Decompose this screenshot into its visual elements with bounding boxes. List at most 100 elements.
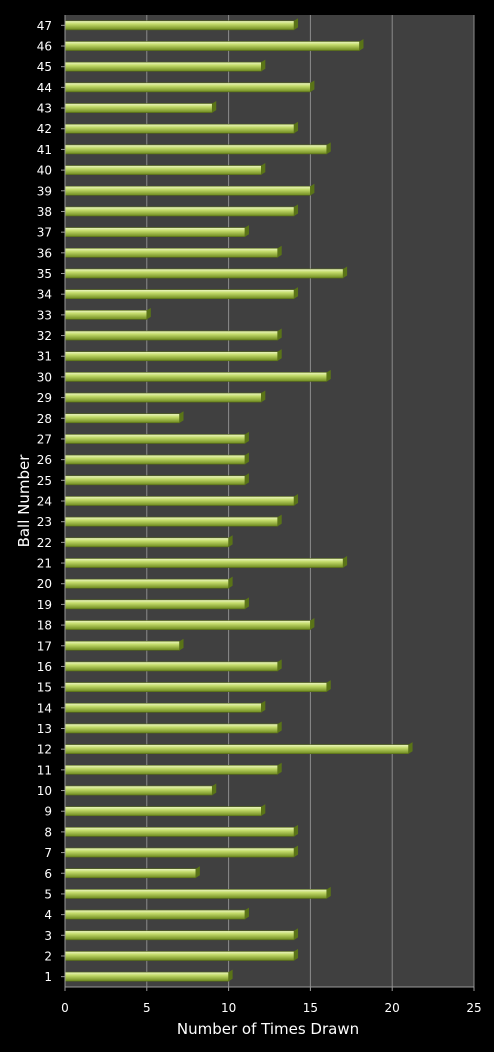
x-tick-label-0: 0 <box>61 1001 69 1015</box>
bar-ball-23 <box>64 516 278 527</box>
y-tick-label-30: 30 <box>37 370 52 384</box>
bar-cap-ball-6 <box>195 866 200 878</box>
bar-cap-ball-45 <box>261 59 266 72</box>
bar-ball-13 <box>64 723 278 734</box>
bar-ball-26 <box>64 454 246 465</box>
y-tick-label-25: 25 <box>37 474 52 488</box>
bar-cap-ball-28 <box>179 411 184 423</box>
y-tick-label-6: 6 <box>44 867 52 881</box>
bar-ball-7 <box>64 847 295 858</box>
x-tick-label-10: 10 <box>221 1001 236 1015</box>
bar-cap-ball-10 <box>212 783 217 796</box>
y-tick-labels: 1234567891011121314151617181920212223242… <box>37 19 65 984</box>
bar-ball-25 <box>64 475 246 486</box>
bar-cap-ball-5 <box>326 886 331 899</box>
y-tick-label-40: 40 <box>37 164 52 178</box>
bar-ball-35 <box>64 268 344 279</box>
bar-ball-31 <box>64 351 278 362</box>
bar-ball-29 <box>64 392 262 403</box>
y-tick-label-1: 1 <box>44 970 52 984</box>
bar-cap-ball-24 <box>294 493 299 506</box>
y-axis-title: Ball Number <box>15 454 33 548</box>
bar-ball-34 <box>64 289 295 300</box>
bar-ball-33 <box>64 310 148 320</box>
y-tick-label-22: 22 <box>37 536 52 550</box>
bar-ball-18 <box>64 620 311 630</box>
bar-ball-8 <box>64 827 295 837</box>
x-tick-label-15: 15 <box>303 1001 318 1015</box>
x-tick-label-25: 25 <box>466 1001 481 1015</box>
bar-cap-ball-42 <box>294 121 299 134</box>
y-tick-label-7: 7 <box>44 846 52 860</box>
y-tick-label-3: 3 <box>44 929 52 943</box>
y-tick-label-47: 47 <box>37 19 52 33</box>
bar-cap-ball-41 <box>326 142 331 154</box>
bar-cap-ball-3 <box>294 928 299 940</box>
y-tick-label-13: 13 <box>37 722 52 736</box>
bar-ball-21 <box>64 558 344 568</box>
bar-ball-43 <box>64 103 213 113</box>
bar-cap-ball-18 <box>310 618 315 630</box>
bar-ball-39 <box>64 185 311 196</box>
y-tick-label-26: 26 <box>37 453 52 467</box>
y-tick-label-28: 28 <box>37 412 52 426</box>
x-tick-labels: 0 5 10 15 20 25 <box>61 987 482 1015</box>
bar-cap-ball-35 <box>343 266 348 279</box>
y-tick-label-44: 44 <box>37 81 52 95</box>
y-tick-label-19: 19 <box>37 598 52 612</box>
bar-cap-ball-37 <box>244 225 249 237</box>
bar-ball-37 <box>64 227 246 237</box>
y-tick-label-15: 15 <box>37 681 52 695</box>
bar-cap-ball-15 <box>326 680 331 692</box>
bar-ball-9 <box>64 806 262 817</box>
bar-ball-44 <box>64 82 311 93</box>
y-tick-label-36: 36 <box>37 246 52 260</box>
bar-ball-2 <box>64 951 295 961</box>
y-tick-label-20: 20 <box>37 577 52 591</box>
y-tick-label-24: 24 <box>37 495 52 509</box>
y-tick-label-21: 21 <box>37 557 52 571</box>
bar-cap-ball-38 <box>294 204 299 217</box>
bar-ball-22 <box>64 537 229 548</box>
bar-cap-ball-21 <box>343 555 348 568</box>
bar-ball-19 <box>64 599 246 610</box>
x-axis-title: Number of Times Drawn <box>177 1020 359 1038</box>
y-tick-label-39: 39 <box>37 184 52 198</box>
y-tick-label-46: 46 <box>37 40 52 54</box>
y-tick-label-29: 29 <box>37 391 52 405</box>
bar-cap-ball-9 <box>261 804 266 816</box>
bar-cap-ball-16 <box>277 659 282 671</box>
bar-ball-27 <box>64 434 246 444</box>
bar-ball-17 <box>64 640 180 651</box>
bar-cap-ball-31 <box>277 349 282 361</box>
bar-ball-4 <box>64 909 246 920</box>
y-tick-label-9: 9 <box>44 805 52 819</box>
y-tick-label-31: 31 <box>37 350 52 364</box>
y-tick-label-23: 23 <box>37 515 52 529</box>
y-tick-label-10: 10 <box>37 784 52 798</box>
bar-ball-1 <box>64 971 229 982</box>
bar-ball-42 <box>64 123 295 134</box>
bar-cap-ball-19 <box>244 597 249 609</box>
y-tick-label-41: 41 <box>37 143 52 157</box>
bar-ball-32 <box>64 330 278 341</box>
y-tick-label-18: 18 <box>37 619 52 633</box>
bar-ball-5 <box>64 889 328 899</box>
bar-cap-ball-1 <box>228 969 233 982</box>
y-tick-label-11: 11 <box>37 763 52 777</box>
y-tick-label-33: 33 <box>37 308 52 322</box>
bar-ball-16 <box>64 661 278 672</box>
bars <box>64 18 413 982</box>
bar-ball-14 <box>64 702 262 713</box>
bar-ball-38 <box>64 206 295 217</box>
bar-cap-ball-26 <box>244 452 249 465</box>
bar-cap-ball-27 <box>244 431 249 444</box>
bar-cap-ball-7 <box>294 845 299 858</box>
y-tick-label-17: 17 <box>37 639 52 653</box>
bar-ball-11 <box>64 765 278 775</box>
y-tick-label-16: 16 <box>37 660 52 674</box>
bar-cap-ball-36 <box>277 245 282 258</box>
bar-cap-ball-39 <box>310 183 315 196</box>
bar-cap-ball-44 <box>310 80 315 92</box>
